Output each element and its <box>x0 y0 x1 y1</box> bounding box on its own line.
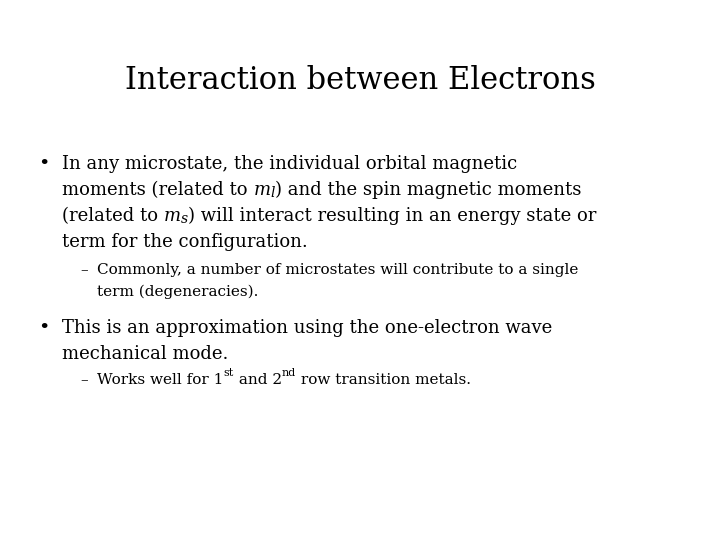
Text: l: l <box>271 186 275 200</box>
Text: term (degeneracies).: term (degeneracies). <box>97 285 258 299</box>
Text: ) will interact resulting in an energy state or: ) will interact resulting in an energy s… <box>188 207 596 225</box>
Text: Works well for 1: Works well for 1 <box>97 373 223 387</box>
Text: –: – <box>80 263 88 277</box>
Text: Interaction between Electrons: Interaction between Electrons <box>125 65 595 96</box>
Text: mechanical mode.: mechanical mode. <box>62 345 228 363</box>
Text: (related to: (related to <box>62 207 163 225</box>
Text: moments (related to: moments (related to <box>62 181 253 199</box>
Text: Commonly, a number of microstates will contribute to a single: Commonly, a number of microstates will c… <box>97 263 578 277</box>
Text: and 2: and 2 <box>233 373 282 387</box>
Text: In any microstate, the individual orbital magnetic: In any microstate, the individual orbita… <box>62 155 517 173</box>
Text: term for the configuration.: term for the configuration. <box>62 233 307 251</box>
Text: m: m <box>253 181 271 199</box>
Text: •: • <box>38 155 50 173</box>
Text: m: m <box>163 207 181 225</box>
Text: st: st <box>223 368 233 378</box>
Text: ) and the spin magnetic moments: ) and the spin magnetic moments <box>275 181 581 199</box>
Text: row transition metals.: row transition metals. <box>296 373 471 387</box>
Text: nd: nd <box>282 368 296 378</box>
Text: s: s <box>181 212 188 226</box>
Text: •: • <box>38 319 50 337</box>
Text: This is an approximation using the one-electron wave: This is an approximation using the one-e… <box>62 319 552 337</box>
Text: –: – <box>80 373 88 387</box>
